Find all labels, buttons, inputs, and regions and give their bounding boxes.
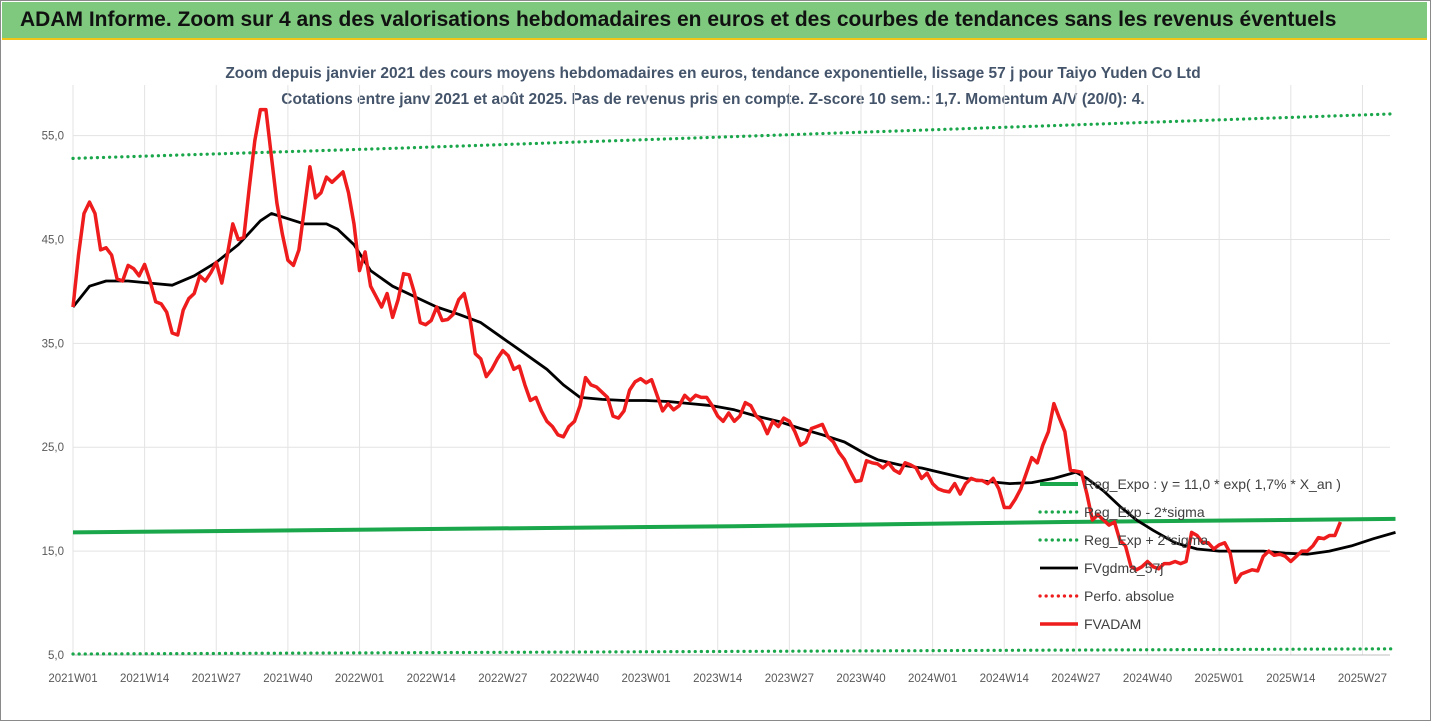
y-axis: 5,0 15,0 25,0 35,0 45,0 55,0 [42, 131, 64, 662]
x-tick-label: 2024W27 [1051, 673, 1100, 685]
series-line [71, 647, 1398, 656]
y-tick-label: 35,0 [42, 338, 64, 350]
x-tick-label: 2023W27 [765, 673, 814, 685]
chart-title: Zoom depuis janvier 2021 des cours moyen… [225, 65, 1200, 82]
title-banner: ADAM Informe. Zoom sur 4 ans des valoris… [2, 2, 1427, 40]
y-tick-label: 15,0 [42, 546, 64, 558]
legend-label: Reg_Expo : y = 11,0 * exp( 1,7% * X_an ) [1084, 476, 1341, 492]
x-tick-label: 2025W01 [1195, 673, 1244, 685]
y-tick-label: 25,0 [42, 442, 64, 454]
x-tick-label: 2022W14 [407, 673, 457, 685]
series-lines [71, 107, 1398, 656]
series-line [71, 107, 1343, 585]
x-tick-label: 2023W14 [693, 673, 743, 685]
x-tick-label: 2023W01 [621, 673, 670, 685]
x-tick-label: 2021W01 [48, 673, 97, 685]
x-tick-label: 2021W40 [263, 673, 312, 685]
x-tick-label: 2021W14 [120, 673, 170, 685]
x-tick-label: 2022W40 [550, 673, 599, 685]
banner-title: ADAM Informe. Zoom sur 4 ans des valoris… [20, 8, 1337, 31]
x-tick-label: 2024W14 [980, 673, 1030, 685]
legend-label: FVADAM [1084, 616, 1141, 632]
gridlines [72, 85, 1390, 656]
x-tick-label: 2024W01 [908, 673, 957, 685]
x-tick-label: 2023W40 [836, 673, 885, 685]
y-tick-label: 45,0 [42, 234, 64, 246]
series-line [71, 112, 1398, 160]
series-line [71, 212, 1396, 556]
x-tick-label: 2022W01 [335, 673, 384, 685]
legend: Reg_Expo : y = 11,0 * exp( 1,7% * X_an )… [1038, 476, 1341, 632]
x-tick-label: 2025W27 [1338, 673, 1387, 685]
legend-label: FVgdma_57j [1084, 560, 1163, 576]
legend-label: Reg_Exp - 2*sigma [1084, 504, 1205, 520]
chart-subtitle: Cotations entre janv 2021 et août 2025. … [281, 91, 1144, 108]
x-axis: 2021W01 2021W14 2021W27 2021W40 2022W01 2022W… [48, 654, 1390, 685]
x-tick-label: 2022W27 [478, 673, 527, 685]
x-tick-label: 2021W27 [192, 673, 241, 685]
legend-label: Reg_Exp + 2*sigma [1084, 532, 1208, 548]
y-tick-label: 55,0 [42, 131, 64, 143]
y-tick-label: 5,0 [48, 650, 64, 662]
x-tick-label: 2024W40 [1123, 673, 1172, 685]
x-tick-label: 2025W14 [1266, 673, 1316, 685]
series-line [72, 516, 1396, 535]
legend-label: Perfo. absolue [1084, 588, 1174, 604]
